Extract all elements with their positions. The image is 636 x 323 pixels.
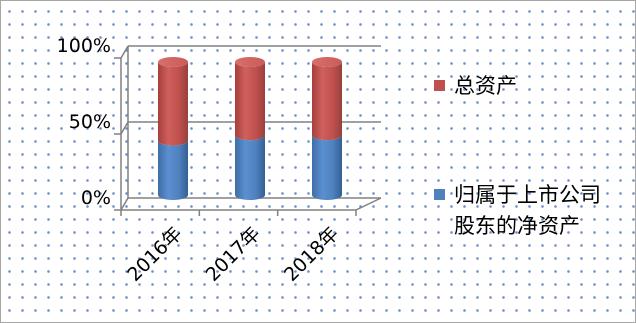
x-tick-label: 2016年 [123,223,186,286]
legend-item-net-assets: 归属于上市公司股东的净资产 [434,180,604,242]
bar-top-cap [235,57,265,67]
x-tick-label: 2017年 [202,223,265,286]
bar-segment-total-assets [235,62,265,141]
bar-segment-net-assets [158,140,188,200]
gridline-side [120,121,129,135]
x-tick-label: 2018年 [280,223,343,286]
bar-segment-total-assets [312,62,342,141]
y-tick-label: 0% [81,187,111,209]
legend-swatch-total-assets [434,80,445,91]
legend-label-net-assets: 归属于上市公司股东的净资产 [454,183,601,238]
legend-label-total-assets: 总资产 [454,74,517,98]
bar-top-cap [312,57,342,67]
floor-right-edge [355,197,382,211]
gridline-side [120,45,129,59]
gridline-side [120,197,129,211]
bar-segment-total-assets [158,62,188,146]
bar-top-cap [158,57,188,67]
bars-layer [158,57,342,200]
legend-item-total-assets: 总资产 [434,71,604,102]
y-tick-label: 50% [69,111,111,133]
bar-segment-net-assets [235,135,265,200]
bar-segment-net-assets [312,135,342,200]
legend-swatch-net-assets [434,189,445,200]
labels-layer: 0% 50% 100% 2016年 2017年 2018年 [57,35,343,286]
y-tick-label: 100% [57,35,111,57]
